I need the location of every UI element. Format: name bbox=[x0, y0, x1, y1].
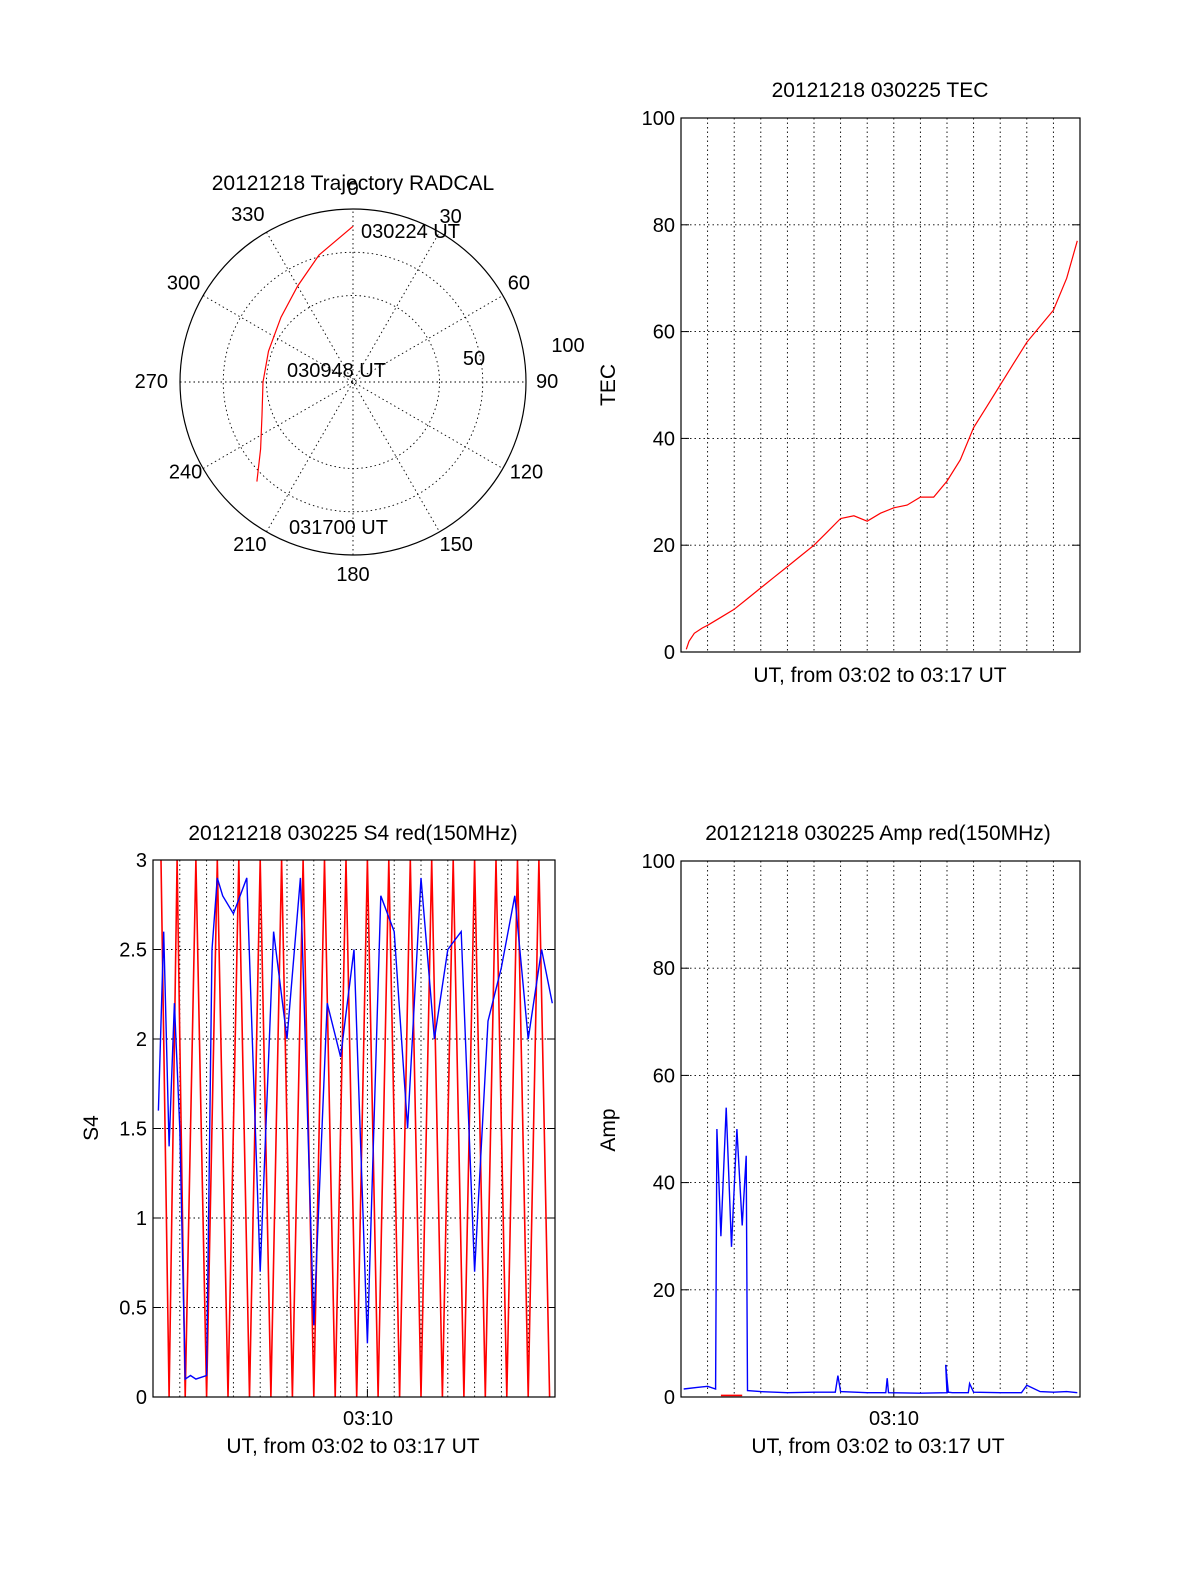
amp-y-tick-label: 40 bbox=[653, 1173, 675, 1195]
polar-azimuth-label: 210 bbox=[233, 534, 266, 556]
tec-series-line bbox=[685, 240, 1078, 650]
tec-frame bbox=[680, 117, 1081, 653]
amp-y-tick-label: 60 bbox=[653, 1065, 675, 1087]
amp-y-label: Amp bbox=[597, 1108, 620, 1151]
polar-grid-spoke bbox=[202, 295, 504, 469]
polar-trajectory-chart: 20121218 Trajectory RADCAL 0 30 60 90 120 150… bbox=[135, 172, 585, 586]
s4-y-tick-label: 1 bbox=[136, 1208, 147, 1230]
s4-y-tick-label: 1.5 bbox=[119, 1119, 147, 1141]
amp-y-tick-label: 100 bbox=[642, 851, 675, 873]
polar-grid-spoke bbox=[266, 231, 440, 533]
tec-grid bbox=[681, 118, 1080, 652]
tec-y-tick-label: 40 bbox=[653, 428, 675, 450]
polar-trajectory-line bbox=[256, 225, 354, 482]
polar-azimuth-label: 60 bbox=[508, 273, 530, 295]
polar-azimuth-label: 90 bbox=[536, 371, 558, 393]
polar-outer-circle bbox=[179, 208, 527, 556]
polar-grid bbox=[180, 209, 526, 555]
s4-y-tick-label: 2.5 bbox=[119, 940, 147, 962]
s4-y-ticks: 0 0.5 1 1.5 2 2.5 3 bbox=[119, 850, 555, 1409]
tec-y-tick-label: 0 bbox=[664, 642, 675, 664]
tec-y-tick-label: 60 bbox=[653, 322, 675, 344]
tec-y-label: TEC bbox=[597, 364, 620, 406]
polar-azimuth-label: 120 bbox=[510, 462, 543, 484]
polar-grid-spoke bbox=[202, 295, 504, 469]
tec-chart: 20121218 030225 TEC 0 20 40 60 80 100 TEC UT,… bbox=[597, 79, 1081, 687]
s4-chart: 20121218 030225 S4 red(150MHz) 0 0.5 1 1.5 2… bbox=[80, 822, 556, 1458]
amp-y-tick-label: 80 bbox=[653, 958, 675, 980]
amp-x-tick-label: 03:10 bbox=[869, 1408, 919, 1430]
s4-y-tick-label: 0 bbox=[136, 1387, 147, 1409]
s4-y-tick-label: 0.5 bbox=[119, 1298, 147, 1320]
polar-azimuth-label: 30 bbox=[440, 206, 462, 228]
polar-annotation-end: 031700 UT bbox=[289, 517, 388, 539]
amp-y-tick-label: 20 bbox=[653, 1280, 675, 1302]
polar-annotation-start: 030224 UT bbox=[361, 221, 460, 243]
polar-azimuth-label: 270 bbox=[135, 371, 168, 393]
amp-series-blue-line bbox=[683, 1107, 1078, 1394]
amp-y-ticks: 0 20 40 60 80 100 bbox=[642, 851, 1080, 1409]
amp-y-tick-label: 0 bbox=[664, 1387, 675, 1409]
s4-y-label: S4 bbox=[80, 1115, 103, 1141]
s4-title: 20121218 030225 S4 red(150MHz) bbox=[188, 822, 517, 845]
s4-x-tick-label: 03:10 bbox=[343, 1408, 393, 1430]
polar-radial-label-50: 50 bbox=[463, 348, 485, 370]
tec-y-tick-label: 80 bbox=[653, 215, 675, 237]
polar-azimuth-label: 300 bbox=[167, 273, 200, 295]
tec-y-tick-label: 100 bbox=[642, 108, 675, 130]
tec-y-tick-label: 20 bbox=[653, 535, 675, 557]
tec-y-ticks: 0 20 40 60 80 100 bbox=[642, 108, 1080, 664]
amp-chart: 20121218 030225 Amp red(150MHz) 0 20 40 60 8… bbox=[597, 822, 1081, 1458]
s4-y-tick-label: 3 bbox=[136, 850, 147, 872]
amp-frame bbox=[680, 860, 1081, 1398]
amp-x-label: UT, from 03:02 to 03:17 UT bbox=[751, 1435, 1004, 1458]
polar-radial-label-100: 100 bbox=[551, 335, 584, 357]
polar-azimuth-label: 330 bbox=[231, 204, 264, 226]
s4-frame bbox=[152, 859, 556, 1398]
amp-grid bbox=[681, 861, 1080, 1397]
polar-annotation-mid: 030948 UT bbox=[287, 360, 386, 382]
polar-grid-spoke bbox=[266, 231, 440, 533]
s4-x-label: UT, from 03:02 to 03:17 UT bbox=[226, 1435, 479, 1458]
s4-series-blue-line bbox=[157, 877, 553, 1381]
polar-azimuth-label: 240 bbox=[169, 462, 202, 484]
polar-grid-circle bbox=[266, 295, 440, 469]
polar-azimuth-label: 0 bbox=[347, 178, 358, 200]
amp-title: 20121218 030225 Amp red(150MHz) bbox=[705, 822, 1051, 845]
polar-azimuth-label: 180 bbox=[336, 564, 369, 586]
polar-azimuth-labels: 0 30 60 90 120 150 180 210 240 270 300 330 bbox=[135, 178, 559, 586]
s4-series-red-line bbox=[160, 859, 551, 1398]
s4-y-tick-label: 2 bbox=[136, 1029, 147, 1051]
tec-x-label: UT, from 03:02 to 03:17 UT bbox=[753, 664, 1006, 687]
polar-azimuth-label: 150 bbox=[440, 534, 473, 556]
tec-title: 20121218 030225 TEC bbox=[772, 79, 989, 102]
polar-title: 20121218 Trajectory RADCAL bbox=[212, 172, 495, 195]
